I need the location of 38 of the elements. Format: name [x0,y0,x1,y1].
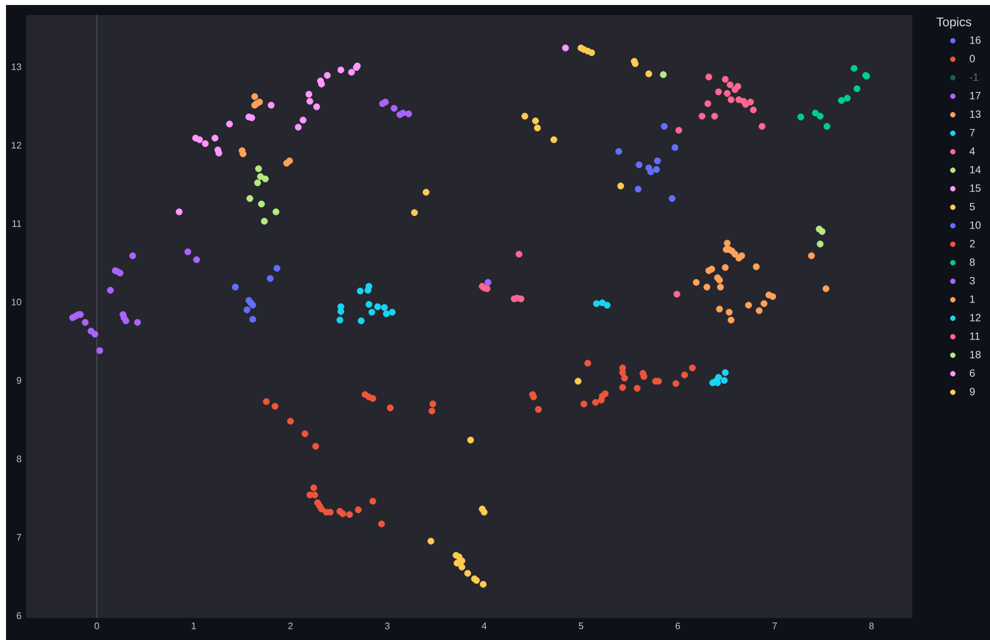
x-tick-label: 6 [676,622,680,630]
legend-label: 5 [970,203,975,210]
legend-label: 1 [970,296,975,303]
legend-title: Topics [936,17,972,29]
legend-label: 4 [970,148,975,155]
legend-label: 0 [970,54,975,62]
y-tick-label: 8 [16,455,22,462]
legend-label: 11 [970,332,980,340]
legend-label: 3 [970,276,975,284]
y-tick-label: 11 [12,220,22,227]
legend-label: 7 [970,129,975,136]
legend-label: 17 [970,92,980,100]
legend-label: 12 [970,314,980,322]
y-tick-label: 13 [12,63,22,70]
x-tick-label: 0 [94,622,100,630]
x-tick-label: 5 [578,622,584,630]
x-tick-label: 3 [385,622,390,630]
legend-label: 2 [970,240,975,248]
legend-label: 13 [970,110,981,118]
legend-label: 15 [970,184,981,192]
x-tick-label: 7 [772,622,777,630]
x-tick-label: 1 [192,622,196,630]
x-tick-label: 2 [288,622,293,630]
y-tick-label: 6 [16,612,22,620]
legend-label: 8 [970,258,975,266]
legend-label: 9 [970,388,975,396]
legend-label: 10 [970,221,981,229]
legend-label: -1 [970,74,978,81]
x-tick-label: 4 [482,622,487,630]
y-tick-label: 10 [12,298,22,306]
legend-label: 14 [970,166,981,174]
y-tick-label: 9 [16,377,22,384]
legend-label: 16 [970,36,981,44]
x-tick-label: 8 [869,622,874,630]
legend-label: 6 [970,369,975,377]
legend-label: 18 [970,350,981,358]
y-tick-label: 12 [12,142,22,149]
y-tick-label: 7 [16,534,22,541]
